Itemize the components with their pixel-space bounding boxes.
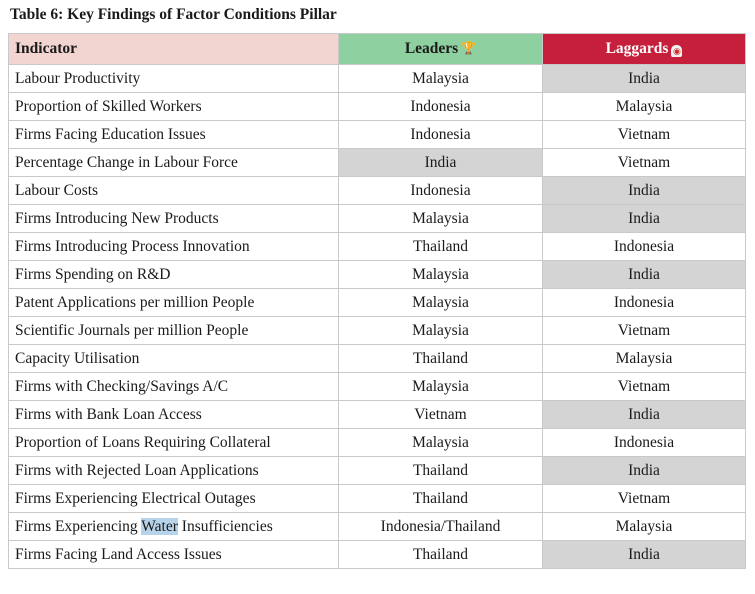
laggard-cell: Vietnam	[542, 484, 746, 513]
laggards-column-header: Laggards ◉	[542, 33, 746, 65]
laggard-cell: Malaysia	[542, 512, 746, 541]
leaders-header-label: Leaders	[404, 40, 459, 57]
leader-cell: Malaysia	[338, 428, 543, 457]
indicator-cell: Proportion of Loans Requiring Collateral	[8, 428, 339, 457]
findings-table: Indicator Leaders 🏆 Laggards ◉ Labour Prod…	[8, 33, 746, 569]
trophy-icon: 🏆	[461, 41, 477, 55]
indicator-column-header: Indicator	[8, 33, 339, 65]
indicator-cell: Firms Facing Education Issues	[8, 120, 339, 149]
indicator-cell: Capacity Utilisation	[8, 344, 339, 373]
indicator-cell: Scientific Journals per million People	[8, 316, 339, 345]
laggard-cell: Vietnam	[542, 120, 746, 149]
table-row: Capacity Utilisation Thailand Malaysia	[8, 344, 746, 373]
table-row: Firms Experiencing Electrical Outages Tha…	[8, 484, 746, 513]
leader-cell: Malaysia	[338, 64, 543, 93]
leader-cell: Thailand	[338, 456, 543, 485]
indicator-cell: Firms Introducing Process Innovation	[8, 232, 339, 261]
leader-cell: Thailand	[338, 484, 543, 513]
table-caption: Table 6: Key Findings of Factor Conditio…	[10, 6, 337, 23]
indicator-cell: Firms Experiencing Electrical Outages	[8, 484, 339, 513]
table-row: Firms Spending on R&D Malaysia India	[8, 260, 746, 289]
table-row: Firms with Checking/Savings A/C Malaysia V…	[8, 372, 746, 401]
laggard-cell: India	[542, 176, 746, 205]
leader-cell: Indonesia/Thailand	[338, 512, 543, 541]
header-row: Indicator Leaders 🏆 Laggards ◉	[8, 33, 746, 65]
leaders-column-header: Leaders 🏆	[338, 33, 543, 65]
laggard-cell: Indonesia	[542, 232, 746, 261]
laggard-cell: Malaysia	[542, 92, 746, 121]
table-row: Firms Facing Education Issues Indonesia Vi…	[8, 120, 746, 149]
leader-cell: Vietnam	[338, 400, 543, 429]
indicator-cell: Firms Facing Land Access Issues	[8, 540, 339, 569]
indicator-cell: Firms with Bank Loan Access	[8, 400, 339, 429]
leader-cell: Malaysia	[338, 316, 543, 345]
indicator-cell: Percentage Change in Labour Force	[8, 148, 339, 177]
table-row: Proportion of Loans Requiring Collateral…	[8, 428, 746, 457]
leader-cell: Malaysia	[338, 260, 543, 289]
siren-icon: ◉	[671, 45, 683, 57]
highlighted-text: Water	[141, 517, 178, 535]
leader-cell: Malaysia	[338, 288, 543, 317]
indicator-cell: Proportion of Skilled Workers	[8, 92, 339, 121]
leader-cell: Thailand	[338, 540, 543, 569]
laggard-cell: Malaysia	[542, 344, 746, 373]
leader-cell: Indonesia	[338, 120, 543, 149]
laggard-cell: India	[542, 400, 746, 429]
leader-cell: Thailand	[338, 344, 543, 373]
laggard-cell: India	[542, 456, 746, 485]
table-row: Proportion of Skilled Workers Indonesia Ma…	[8, 92, 746, 121]
leader-cell: Thailand	[338, 232, 543, 261]
table-row: Labour Productivity Malaysia India	[8, 64, 746, 93]
indicator-cell: Firms Introducing New Products	[8, 204, 339, 233]
indicator-cell: Labour Costs	[8, 176, 339, 205]
leader-cell: Indonesia	[338, 176, 543, 205]
laggard-cell: Vietnam	[542, 372, 746, 401]
laggard-cell: India	[542, 64, 746, 93]
table-row: Percentage Change in Labour Force India Vi…	[8, 148, 746, 177]
table-row: Firms Introducing New Products Malaysia In…	[8, 204, 746, 233]
table-row: Firms with Bank Loan Access Vietnam India	[8, 400, 746, 429]
table-row: Firms Facing Land Access Issues Thailand I…	[8, 540, 746, 569]
table-row: Patent Applications per million People Ma…	[8, 288, 746, 317]
indicator-cell: Firms Spending on R&D	[8, 260, 339, 289]
indicator-header-label: Indicator	[15, 40, 77, 57]
indicator-cell: Firms with Rejected Loan Applications	[8, 456, 339, 485]
laggard-cell: India	[542, 540, 746, 569]
table-row: Firms Introducing Process Innovation Thai…	[8, 232, 746, 261]
laggard-cell: Indonesia	[542, 288, 746, 317]
indicator-cell: Firms with Checking/Savings A/C	[8, 372, 339, 401]
laggard-cell: India	[542, 204, 746, 233]
table-row: Firms Experiencing Water Insufficiencies…	[8, 512, 746, 541]
leader-cell: Indonesia	[338, 92, 543, 121]
laggard-cell: Vietnam	[542, 316, 746, 345]
laggard-cell: India	[542, 260, 746, 289]
indicator-cell: Labour Productivity	[8, 64, 339, 93]
table-row: Scientific Journals per million People Ma…	[8, 316, 746, 345]
leader-cell: Malaysia	[338, 204, 543, 233]
leader-cell: India	[338, 148, 543, 177]
indicator-cell: Patent Applications per million People	[8, 288, 339, 317]
indicator-cell: Firms Experiencing Water Insufficiencies	[8, 512, 339, 541]
table-row: Firms with Rejected Loan Applications Tha…	[8, 456, 746, 485]
table-row: Labour Costs Indonesia India	[8, 176, 746, 205]
laggard-cell: Indonesia	[542, 428, 746, 457]
laggard-cell: Vietnam	[542, 148, 746, 177]
leader-cell: Malaysia	[338, 372, 543, 401]
laggards-header-label: Laggards	[605, 40, 669, 57]
